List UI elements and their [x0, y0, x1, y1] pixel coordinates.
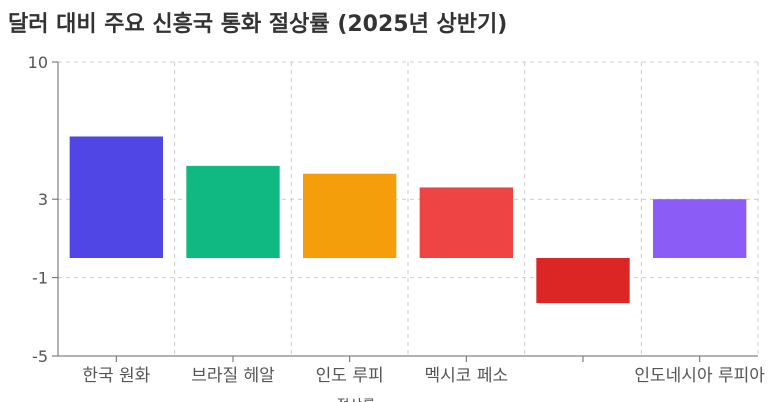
- y-tick-label: 10: [28, 53, 48, 72]
- x-tick-label: 한국 원화: [82, 366, 150, 386]
- axes: [52, 61, 758, 362]
- chart-title: 달러 대비 주요 신흥국 통화 절상률 (2025년 상반기): [8, 12, 508, 37]
- x-tick-label: 인도네시아 루피아: [634, 366, 765, 386]
- x-tick-label: 멕시코 페소: [425, 366, 509, 386]
- bar: [186, 165, 280, 258]
- labels: 10 3 -1 -5 한국 원화 브라질 헤알 인도 루피 멕시코 페소 인도네시아 루피아절상…: [28, 53, 766, 402]
- grid-lines: [58, 61, 759, 357]
- bar: [653, 199, 747, 258]
- y-tick-label: -5: [32, 347, 48, 366]
- x-tick-label: 인도 루피: [316, 366, 384, 386]
- bars: [69, 136, 747, 304]
- bar: [303, 173, 397, 258]
- y-tick-label: 3: [38, 190, 48, 209]
- x-tick-label: 브라질 헤알: [191, 366, 275, 386]
- bar: [536, 258, 630, 304]
- bar: [69, 136, 163, 258]
- x-axis-title: 절상률: [337, 398, 376, 402]
- bar: [419, 187, 513, 258]
- y-tick-label: -1: [32, 269, 48, 288]
